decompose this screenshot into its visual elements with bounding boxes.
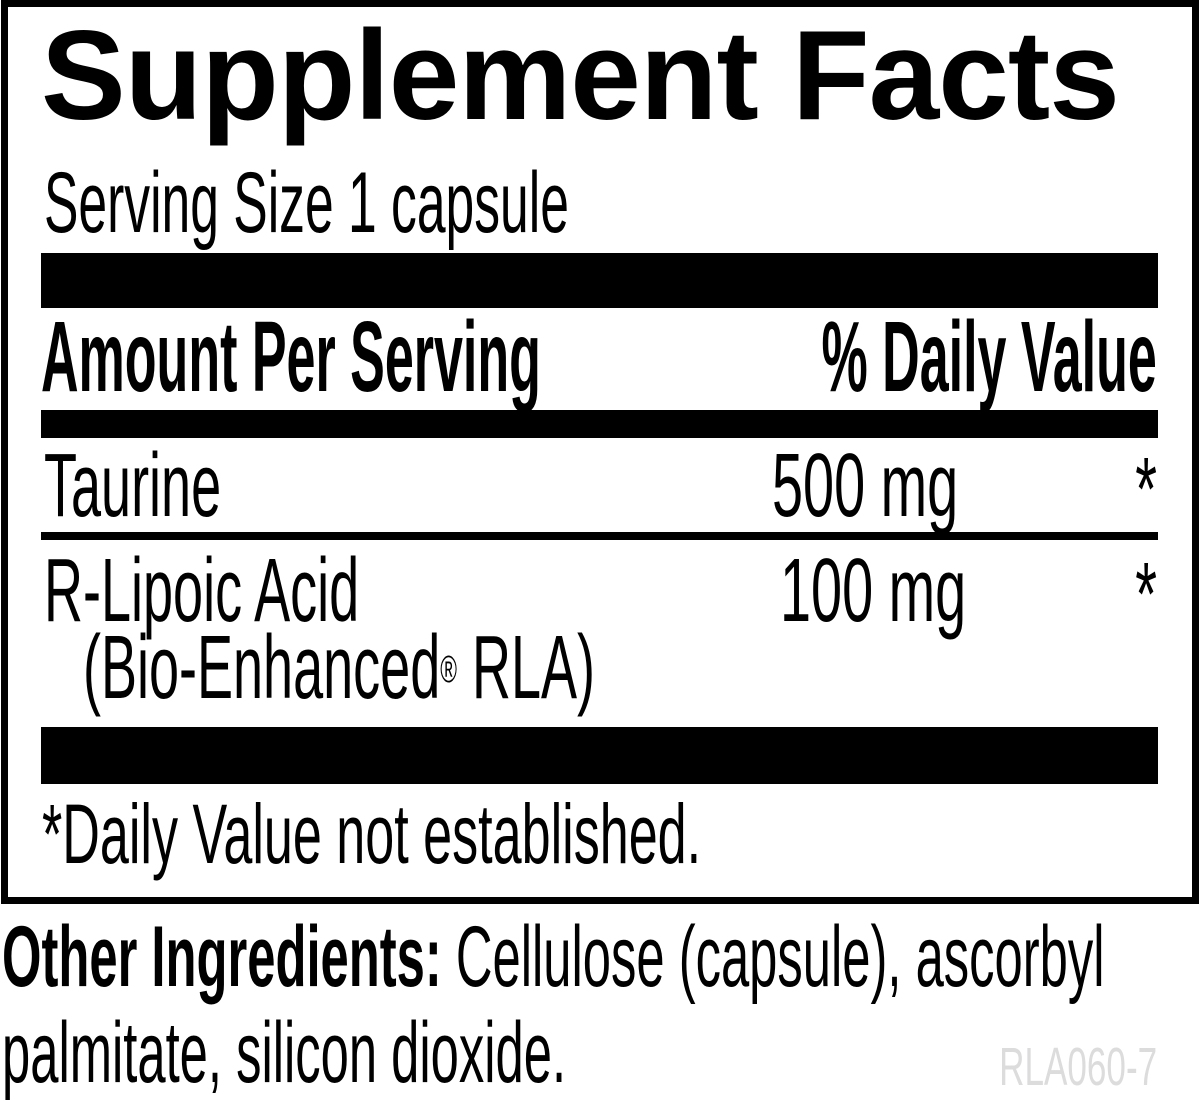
product-code: RLA060-7 [914,1040,1157,1094]
other-ingredients-line1-text: Cellulose (capsule), ascorbyl [441,909,1105,1005]
ingredient-amount-r-lipoic-acid: 100 mg [780,541,967,641]
facts-panel: Supplement Facts Serving Size 1 capsule … [1,0,1199,904]
column-header-daily-value: % Daily Value [512,307,1157,407]
bio-enhanced-suffix: RLA) [456,618,595,718]
column-header-bottom-rule [41,410,1158,438]
other-ingredients-line1: Other Ingredients: Cellulose (capsule), … [2,914,1200,1000]
row-separator-rule [41,532,1158,540]
daily-value-footnote-text: *Daily Value not established. [42,787,702,881]
serving-size-text: Serving Size 1 capsule [44,155,569,251]
daily-value-asterisk-r-lipoic-acid: * [1135,545,1157,645]
ingredient-amount-taurine: 500 mg [772,436,959,536]
panel-title-text: Supplement Facts [41,4,1120,146]
registered-trademark-symbol: ® [440,649,457,692]
other-ingredients-line2: palmitate, silicon dioxide. [2,1010,958,1096]
ingredient-name-taurine: Taurine [44,436,222,536]
ingredient-subname-bio-enhanced: (Bio-Enhanced® RLA) [83,623,936,713]
column-header-amount: Amount Per Serving [41,307,1002,407]
serving-size: Serving Size 1 capsule [44,160,919,246]
header-thick-rule [41,253,1158,308]
daily-value-footnote: *Daily Value not established. [42,792,1105,876]
panel-title: Supplement Facts [41,12,1120,139]
column-header-daily-value-text: % Daily Value [821,301,1157,413]
other-ingredients-line2-text: palmitate, silicon dioxide. [2,1005,567,1101]
ingredient-name-r-lipoic-acid: R-Lipoic Acid [44,541,360,641]
product-code-text: RLA060-7 [998,1037,1157,1097]
column-header-amount-text: Amount Per Serving [41,301,541,413]
bio-enhanced-prefix: (Bio-Enhanced [83,618,441,718]
footnote-thick-rule [41,727,1158,784]
daily-value-asterisk-taurine: * [1135,440,1157,540]
other-ingredients-label: Other Ingredients: [2,909,442,1005]
